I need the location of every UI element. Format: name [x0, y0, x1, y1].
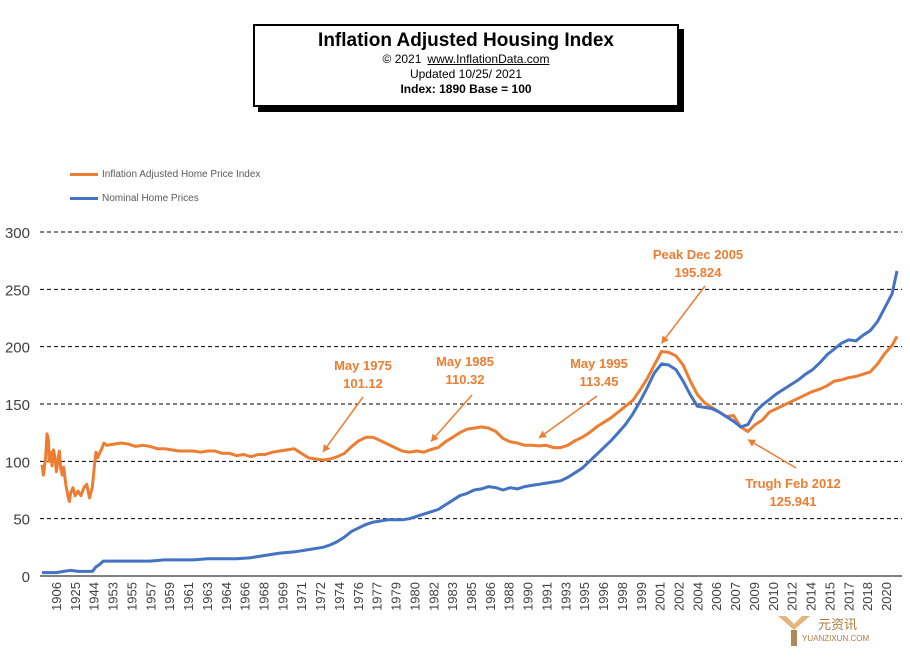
x-tick-label: 1906: [49, 582, 64, 611]
x-tick-label: 2006: [709, 582, 724, 611]
x-tick-label: 2002: [672, 582, 687, 611]
x-tick-label: 1988: [502, 582, 517, 611]
annotation-arrow-line: [430, 394, 473, 442]
x-tick-label: 1957: [143, 582, 158, 611]
x-tick-label: 1985: [464, 582, 479, 611]
annotation-arrowhead: [322, 444, 331, 452]
legend-swatch-orange: [70, 172, 98, 176]
watermark: 元资讯 YUANZIXUN.COM: [774, 612, 884, 648]
annotation-arrowhead: [661, 335, 669, 344]
annotation-label: Trugh Feb 2012: [745, 476, 840, 491]
legend-item-inflation-adjusted: Inflation Adjusted Home Price Index: [70, 162, 260, 186]
x-tick-label: 1993: [558, 582, 573, 611]
x-tick-label: 1961: [181, 582, 196, 611]
annotation-value: 125.941: [770, 494, 817, 509]
y-tick-label: 50: [13, 512, 30, 529]
yuanzixun-logo-icon: [778, 616, 810, 646]
grid-lines: [40, 231, 902, 520]
x-tick-label: 1964: [219, 582, 234, 611]
annotation-arrow-line: [322, 396, 364, 453]
annotation-value: 113.45: [579, 374, 618, 389]
x-tick-label: 2009: [747, 582, 762, 611]
x-tick-label: 1966: [238, 582, 253, 611]
x-tick-label: 1998: [615, 582, 630, 611]
x-tick-label: 1979: [389, 582, 404, 611]
annotation-value: 110.32: [445, 372, 484, 387]
watermark-cn: 元资讯: [818, 617, 858, 632]
x-tick-label: 1953: [106, 582, 121, 611]
annotation-value: 101.12: [343, 376, 383, 391]
x-tick-label: 1996: [596, 582, 611, 611]
watermark-en: YUANZIXUN.COM: [802, 634, 870, 643]
y-tick-label: 300: [5, 225, 30, 242]
x-tick-label: 1980: [407, 582, 422, 611]
series-line-nominal: [42, 270, 899, 575]
annotation-arrow-line: [538, 395, 598, 439]
x-tick-label: 1944: [87, 582, 102, 611]
annotation-arrowhead: [539, 430, 547, 438]
x-tick-label: 1976: [351, 582, 366, 611]
x-tick-label: 2020: [879, 582, 894, 611]
updated-text: Updated 10/25/ 2021: [409, 67, 523, 81]
annotation-label: Peak Dec 2005: [653, 247, 743, 262]
x-tick-label: 2015: [822, 582, 837, 611]
annotation-label: May 1995: [570, 356, 628, 371]
x-tick-label: 1968: [257, 582, 272, 611]
legend: Inflation Adjusted Home Price Index Nomi…: [70, 162, 260, 210]
y-tick-label: 0: [22, 569, 30, 586]
y-tick-label: 150: [5, 397, 30, 414]
x-tick-label: 2012: [785, 582, 800, 611]
x-tick-label: 1963: [200, 582, 215, 611]
legend-item-nominal: Nominal Home Prices: [70, 186, 260, 210]
legend-swatch-blue: [70, 196, 98, 200]
index-note: Index: 1890 Base = 100: [400, 82, 532, 96]
x-tick-label: 1995: [577, 582, 592, 611]
series-lines: [40, 270, 899, 575]
x-tick-label: 2014: [804, 582, 819, 611]
x-tick-label: 1982: [426, 582, 441, 611]
x-tick-label: 2007: [728, 582, 743, 611]
source-url[interactable]: www.InflationData.com: [427, 52, 550, 66]
chart-title: Inflation Adjusted Housing Index: [318, 30, 614, 51]
x-tick-label: 1955: [124, 582, 139, 611]
x-tick-label: 1959: [162, 582, 177, 611]
y-tick-label: 250: [5, 282, 30, 299]
x-tick-label: 1974: [332, 582, 347, 611]
legend-label: Nominal Home Prices: [102, 192, 199, 204]
x-axis: 1906 1925 1944 1953 1955 1957 1959 1961 1963 1964…: [40, 575, 902, 611]
annotation-label: May 1975: [334, 358, 392, 373]
annotation-arrow-line: [747, 438, 797, 469]
x-tick-label: 1971: [294, 582, 309, 611]
x-tick-label: 2010: [766, 582, 781, 611]
x-tick-label: 1969: [275, 582, 290, 611]
annotation-label: May 1985: [436, 354, 494, 369]
y-tick-label: 100: [5, 454, 30, 471]
y-tick-label: 200: [5, 340, 30, 357]
annotation-arrowhead: [747, 439, 756, 447]
copyright-line: © 2021 www.InflationData.com: [255, 52, 677, 67]
annotation-arrowhead: [431, 433, 439, 442]
legend-label: Inflation Adjusted Home Price Index: [102, 168, 261, 180]
annotation-arrow-line: [660, 285, 706, 344]
annotation-value: 195.824: [675, 265, 723, 280]
x-tick-label: 2018: [860, 582, 875, 611]
x-tick-label: 1977: [370, 582, 385, 611]
x-tick-label: 1986: [483, 582, 498, 611]
x-tick-label: 1990: [521, 582, 536, 611]
x-tick-label: 2004: [690, 582, 705, 611]
x-tick-label: 1991: [539, 582, 554, 611]
x-tick-label: 1999: [634, 582, 649, 611]
x-tick-label: 2017: [841, 582, 856, 611]
x-tick-label: 2001: [653, 582, 668, 611]
x-tick-label: 1983: [445, 582, 460, 611]
annotations: May 1975 101.12 May 1985 110.32 May 1995 113.…: [322, 247, 841, 509]
x-tick-label: 1925: [68, 582, 83, 611]
copyright-text: © 2021: [382, 52, 422, 66]
x-tick-label: 1972: [313, 582, 328, 611]
chart-title-box: Inflation Adjusted Housing Index © 2021 w…: [253, 24, 679, 107]
y-axis: 0 50 100 150 200 250 300: [5, 225, 30, 586]
